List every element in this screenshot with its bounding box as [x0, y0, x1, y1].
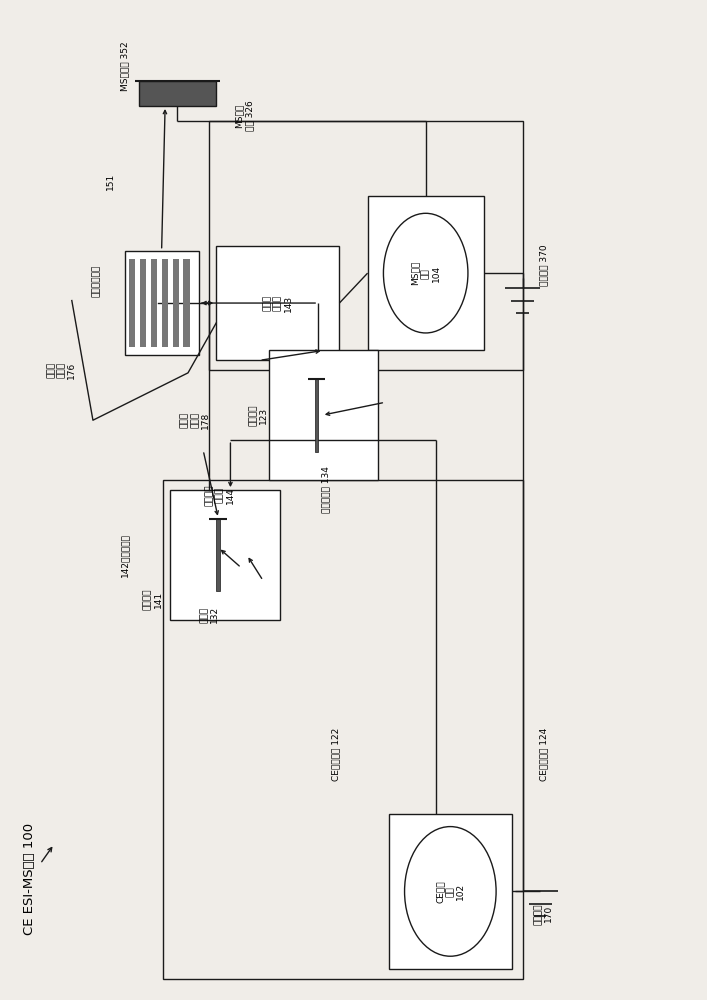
Circle shape [383, 213, 468, 333]
Text: MS高压
输出 326: MS高压 输出 326 [235, 101, 254, 131]
Text: CE高压返回 124: CE高压返回 124 [539, 728, 548, 781]
Text: CE ESI-MS系统 100: CE ESI-MS系统 100 [23, 823, 36, 935]
Text: 毛细管连接柱: 毛细管连接柱 [92, 264, 101, 297]
Text: 导电流体瓶 134: 导电流体瓶 134 [321, 467, 330, 513]
Text: MS高压
电源
104: MS高压 电源 104 [411, 261, 440, 285]
Text: 系统接地
170: 系统接地 170 [534, 903, 554, 925]
Bar [368, 196, 484, 350]
Bar [162, 259, 168, 347]
Bar [269, 350, 378, 480]
Text: 142分离毛细管: 142分离毛细管 [120, 533, 129, 577]
Text: 151: 151 [106, 172, 115, 190]
Bar [151, 259, 157, 347]
Text: CE高压输出 122: CE高压输出 122 [332, 728, 340, 781]
Bar [389, 814, 512, 969]
Text: 电流感
测电路
143: 电流感 测电路 143 [263, 294, 293, 312]
Bar [209, 121, 522, 370]
Bar [140, 259, 146, 347]
Text: 导电流体
毛细管
144: 导电流体 毛细管 144 [205, 484, 235, 506]
Bar [315, 379, 318, 452]
Text: 电流感
测输出
176: 电流感 测输出 176 [47, 362, 76, 379]
Text: 入口电板
141: 入口电板 141 [143, 589, 163, 610]
Text: 系统接地 370: 系统接地 370 [539, 245, 548, 286]
Text: MS检测板 352: MS检测板 352 [120, 41, 129, 91]
Text: 入口瓶
132: 入口瓶 132 [199, 606, 219, 623]
Bar [173, 259, 179, 347]
Bar [129, 259, 135, 347]
Text: CE高压
电源
102: CE高压 电源 102 [436, 880, 465, 903]
Bar [170, 490, 279, 620]
Bar [216, 519, 220, 591]
Bar [139, 81, 216, 106]
Bar [183, 259, 190, 347]
Text: 返回电板
123: 返回电板 123 [249, 404, 268, 426]
Circle shape [404, 827, 496, 956]
Bar [163, 480, 522, 979]
Bar [124, 251, 199, 355]
Bar [216, 246, 339, 360]
Text: 电流感
测输入
178: 电流感 测输入 178 [180, 412, 210, 429]
